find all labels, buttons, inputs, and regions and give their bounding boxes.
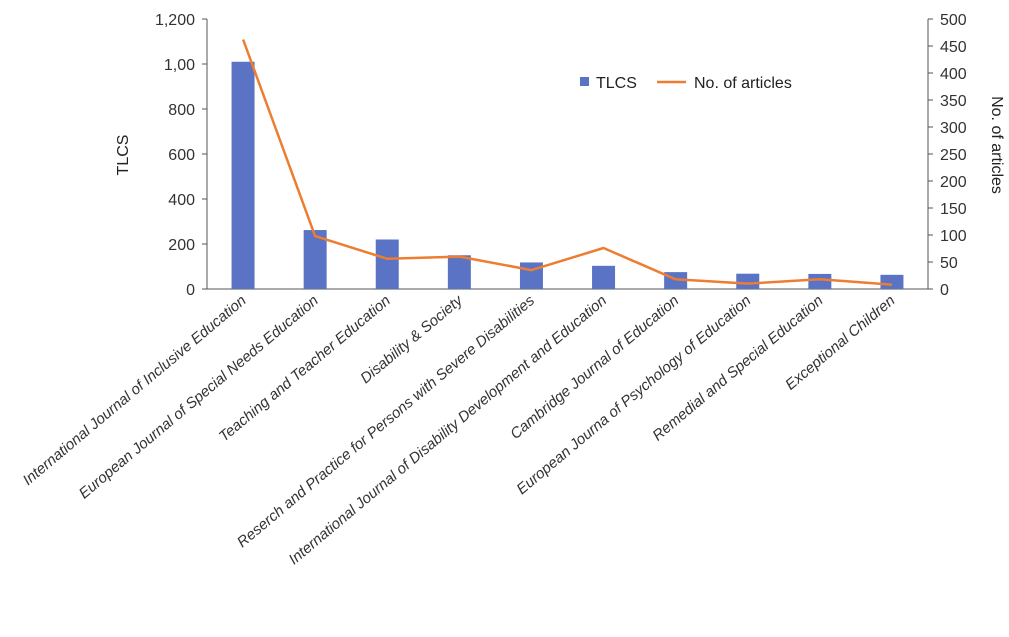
legend: TLCS No. of articles xyxy=(580,75,792,92)
bar xyxy=(880,274,904,289)
articles-line xyxy=(241,39,892,286)
y2-tick-label: 0 xyxy=(940,282,949,299)
y-tick-label: 0 xyxy=(186,282,195,299)
y2-tick-label: 100 xyxy=(940,228,967,245)
y2-tick-label: 50 xyxy=(940,255,958,272)
bar xyxy=(447,255,471,289)
bar xyxy=(231,61,255,289)
y-tick-label: 1,00 xyxy=(164,57,195,74)
y2-tick-label: 500 xyxy=(940,12,967,29)
category-labels: International Journal of Inclusive Educa… xyxy=(20,291,899,568)
bar xyxy=(808,273,832,289)
y-tick-label: 400 xyxy=(168,192,195,209)
legend-swatch-tlcs xyxy=(580,77,589,86)
legend-label-tlcs: TLCS xyxy=(596,75,637,92)
legend-label-articles: No. of articles xyxy=(694,75,792,92)
y2-tick-label: 150 xyxy=(940,201,967,218)
line-series xyxy=(241,39,892,286)
y-axis-title: TLCS xyxy=(115,135,132,176)
axes: 0 200 400 600 800 1,00 1,200 0 50 100 150 200 250 300… xyxy=(155,12,967,299)
bar xyxy=(375,239,399,289)
y2-tick-label: 350 xyxy=(940,93,967,110)
y-tick-label: 200 xyxy=(168,237,195,254)
bar xyxy=(303,230,327,289)
y2-tick-label: 300 xyxy=(940,120,967,137)
y-tick-label: 1,200 xyxy=(155,12,195,29)
y2-tick-label: 450 xyxy=(940,39,967,56)
y2-axis-title: No. of articles xyxy=(988,96,1005,194)
y2-tick-label: 400 xyxy=(940,66,967,83)
bar xyxy=(592,265,616,289)
y-tick-label: 800 xyxy=(168,102,195,119)
y2-tick-label: 250 xyxy=(940,147,967,164)
y2-tick-label: 200 xyxy=(940,174,967,191)
y-tick-label: 600 xyxy=(168,147,195,164)
bar xyxy=(736,273,760,289)
bar-series xyxy=(231,61,904,289)
